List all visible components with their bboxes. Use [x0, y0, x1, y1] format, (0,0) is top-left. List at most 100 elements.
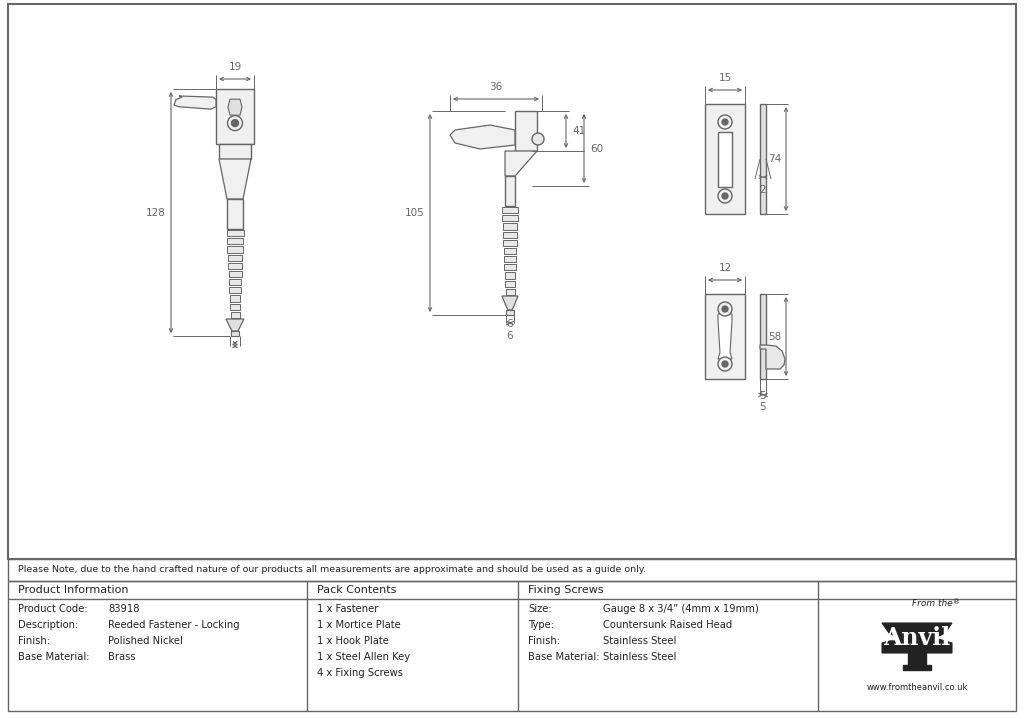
Bar — [230, 303, 240, 310]
Bar — [227, 199, 243, 229]
Polygon shape — [718, 314, 732, 359]
Text: 41: 41 — [572, 126, 586, 136]
Bar — [506, 289, 514, 295]
Text: Product Code:: Product Code: — [18, 604, 88, 614]
Circle shape — [722, 361, 728, 367]
Text: Type:: Type: — [528, 620, 554, 630]
Text: 2: 2 — [760, 185, 766, 195]
Text: Finish:: Finish: — [18, 636, 50, 646]
Circle shape — [718, 189, 732, 203]
Text: 12: 12 — [719, 263, 731, 273]
Text: 83918: 83918 — [108, 604, 139, 614]
Text: Description:: Description: — [18, 620, 78, 630]
Circle shape — [722, 193, 728, 199]
Polygon shape — [760, 345, 785, 369]
Bar — [503, 232, 517, 238]
Text: 74: 74 — [768, 154, 781, 164]
Text: Reeded Fastener - Locking: Reeded Fastener - Locking — [108, 620, 240, 630]
Bar — [502, 207, 518, 213]
Bar — [230, 312, 240, 318]
Bar — [505, 176, 515, 206]
Bar — [504, 239, 516, 246]
Polygon shape — [450, 125, 515, 149]
Bar — [8, 559, 1016, 581]
Bar — [908, 653, 926, 665]
Bar — [231, 331, 239, 336]
Polygon shape — [174, 96, 216, 109]
Text: 5: 5 — [760, 402, 766, 412]
Text: Stainless Steel: Stainless Steel — [603, 652, 677, 662]
Bar — [228, 271, 242, 277]
Polygon shape — [219, 159, 251, 199]
Circle shape — [532, 133, 544, 145]
Bar — [227, 247, 243, 252]
Bar — [760, 294, 766, 379]
Bar — [903, 665, 931, 670]
Bar — [229, 279, 241, 285]
Text: Gauge 8 x 3/4” (4mm x 19mm): Gauge 8 x 3/4” (4mm x 19mm) — [603, 604, 759, 614]
Text: 5: 5 — [760, 391, 766, 401]
Bar — [503, 224, 517, 229]
Bar — [228, 262, 242, 269]
Bar — [705, 294, 745, 379]
Text: Please Note, due to the hand crafted nature of our products all measurements are: Please Note, due to the hand crafted nat… — [18, 566, 646, 574]
Text: 36: 36 — [489, 82, 503, 92]
Bar — [503, 215, 518, 221]
Text: Stainless Steel: Stainless Steel — [603, 636, 677, 646]
Text: From the: From the — [911, 600, 952, 608]
Bar — [219, 144, 251, 159]
Bar — [505, 273, 515, 279]
Polygon shape — [228, 99, 242, 115]
Circle shape — [718, 115, 732, 129]
Bar — [505, 280, 515, 287]
Bar — [226, 230, 244, 236]
Text: Base Material:: Base Material: — [18, 652, 89, 662]
Text: 1 x Steel Allen Key: 1 x Steel Allen Key — [317, 652, 411, 662]
Text: 1 x Mortice Plate: 1 x Mortice Plate — [317, 620, 400, 630]
Text: Polished Nickel: Polished Nickel — [108, 636, 183, 646]
Text: ®: ® — [953, 599, 961, 605]
Text: 6: 6 — [507, 331, 513, 341]
Text: Anvil: Anvil — [884, 626, 950, 650]
Bar — [705, 104, 745, 214]
Polygon shape — [226, 319, 244, 331]
Bar — [515, 111, 537, 151]
Bar — [227, 238, 243, 244]
Text: Base Material:: Base Material: — [528, 652, 599, 662]
Text: Fixing Screws: Fixing Screws — [528, 585, 603, 595]
Bar — [8, 4, 1016, 559]
Circle shape — [231, 119, 239, 127]
Text: 128: 128 — [146, 208, 166, 218]
Bar — [8, 581, 1016, 711]
Text: 15: 15 — [719, 73, 731, 83]
Bar — [216, 89, 254, 144]
Circle shape — [227, 116, 243, 131]
Circle shape — [718, 302, 732, 316]
Bar — [504, 248, 516, 254]
Polygon shape — [505, 151, 537, 176]
Text: 6: 6 — [507, 319, 513, 329]
Bar — [227, 255, 243, 261]
Bar — [760, 104, 766, 214]
Bar — [229, 296, 241, 301]
Polygon shape — [882, 623, 952, 653]
Text: 1 x Fastener: 1 x Fastener — [317, 604, 379, 614]
Polygon shape — [502, 296, 518, 310]
Text: www.fromtheanvil.co.uk: www.fromtheanvil.co.uk — [866, 684, 968, 692]
Text: Product Information: Product Information — [18, 585, 128, 595]
Text: Brass: Brass — [108, 652, 135, 662]
Text: 1 x Hook Plate: 1 x Hook Plate — [317, 636, 389, 646]
Text: Pack Contents: Pack Contents — [317, 585, 396, 595]
Circle shape — [722, 119, 728, 125]
Bar — [506, 310, 514, 315]
Text: 105: 105 — [406, 208, 425, 218]
Text: Finish:: Finish: — [528, 636, 560, 646]
Text: 60: 60 — [590, 144, 603, 153]
Text: Size:: Size: — [528, 604, 552, 614]
Circle shape — [722, 306, 728, 312]
Bar — [718, 132, 732, 186]
Text: Countersunk Raised Head: Countersunk Raised Head — [603, 620, 732, 630]
Text: 58: 58 — [768, 331, 781, 342]
Circle shape — [718, 357, 732, 371]
Bar — [504, 256, 516, 262]
